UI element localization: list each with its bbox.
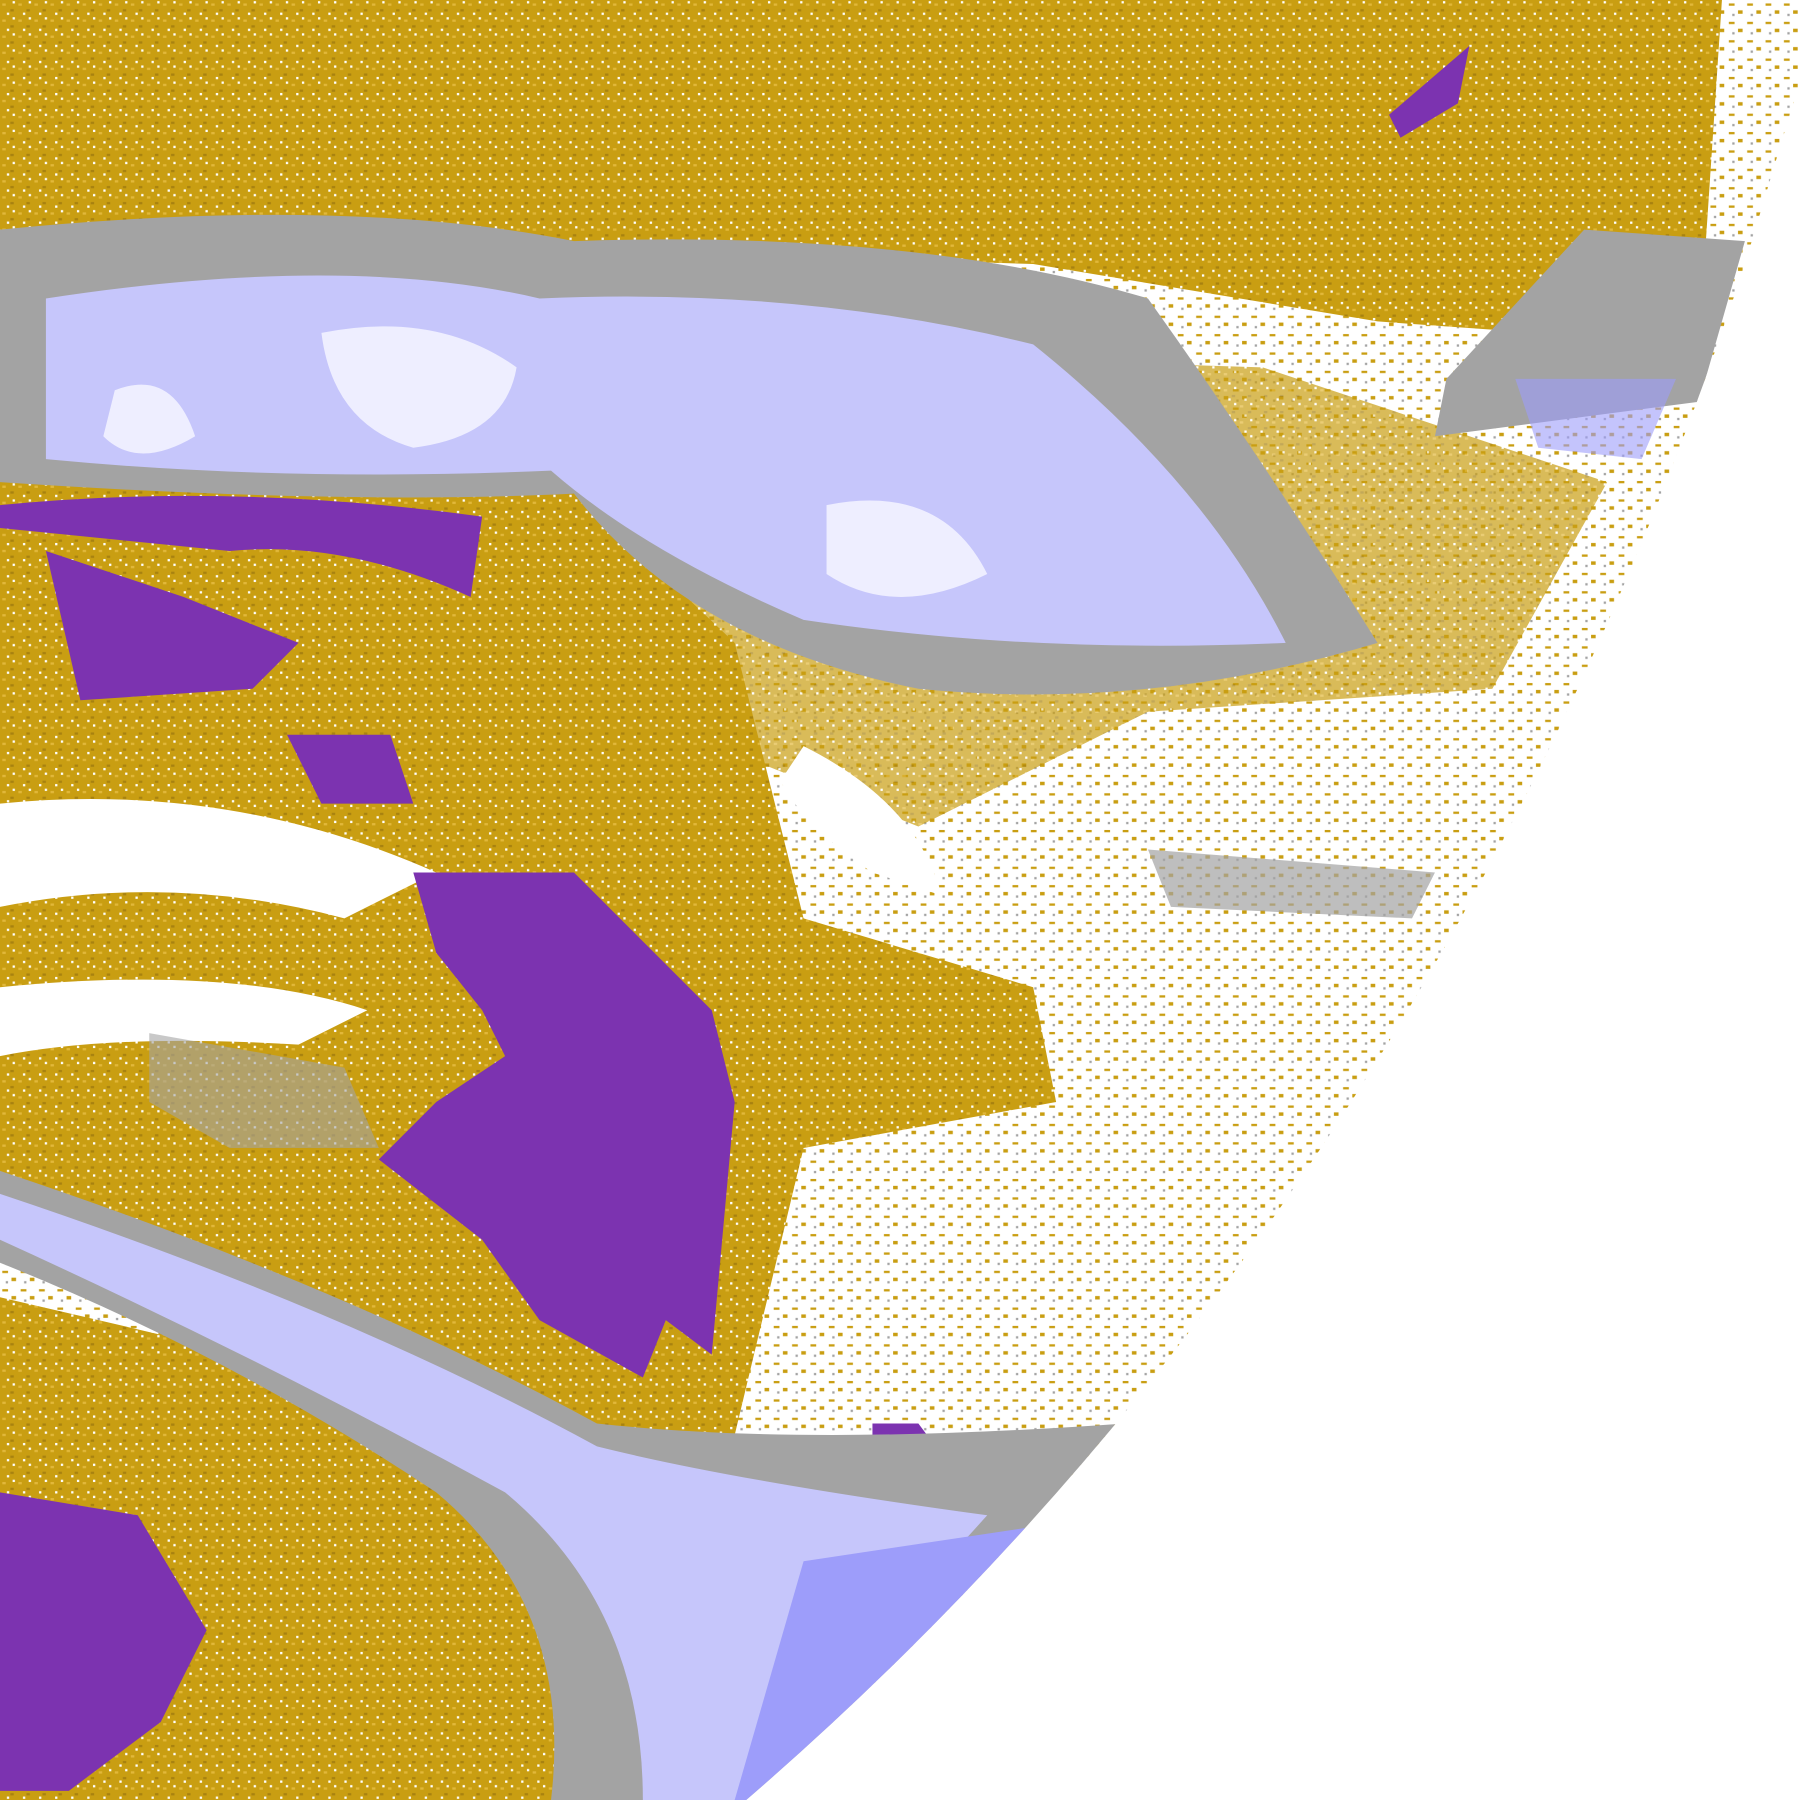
purple-region-small — [286, 734, 414, 804]
cloud-band-east-lavender — [1515, 378, 1677, 460]
purple-region-large — [378, 872, 735, 1378]
clear-gap — [0, 979, 368, 1057]
cloud-cores — [103, 326, 988, 597]
gray-cloud-mid — [149, 1033, 379, 1148]
purple-region-west2 — [45, 551, 299, 701]
purple-region-southwest — [0, 1492, 207, 1791]
clear-gap — [780, 746, 942, 896]
gray-cloud-east — [1147, 849, 1435, 919]
cloud-stream-periwinkle — [734, 1526, 1034, 1800]
cloud-stream-south-lavender — [0, 1193, 988, 1800]
gold-region-north — [0, 0, 1722, 345]
purple-region-north — [1389, 45, 1470, 138]
purple-region-west — [0, 495, 483, 597]
clear-gap — [0, 798, 437, 919]
